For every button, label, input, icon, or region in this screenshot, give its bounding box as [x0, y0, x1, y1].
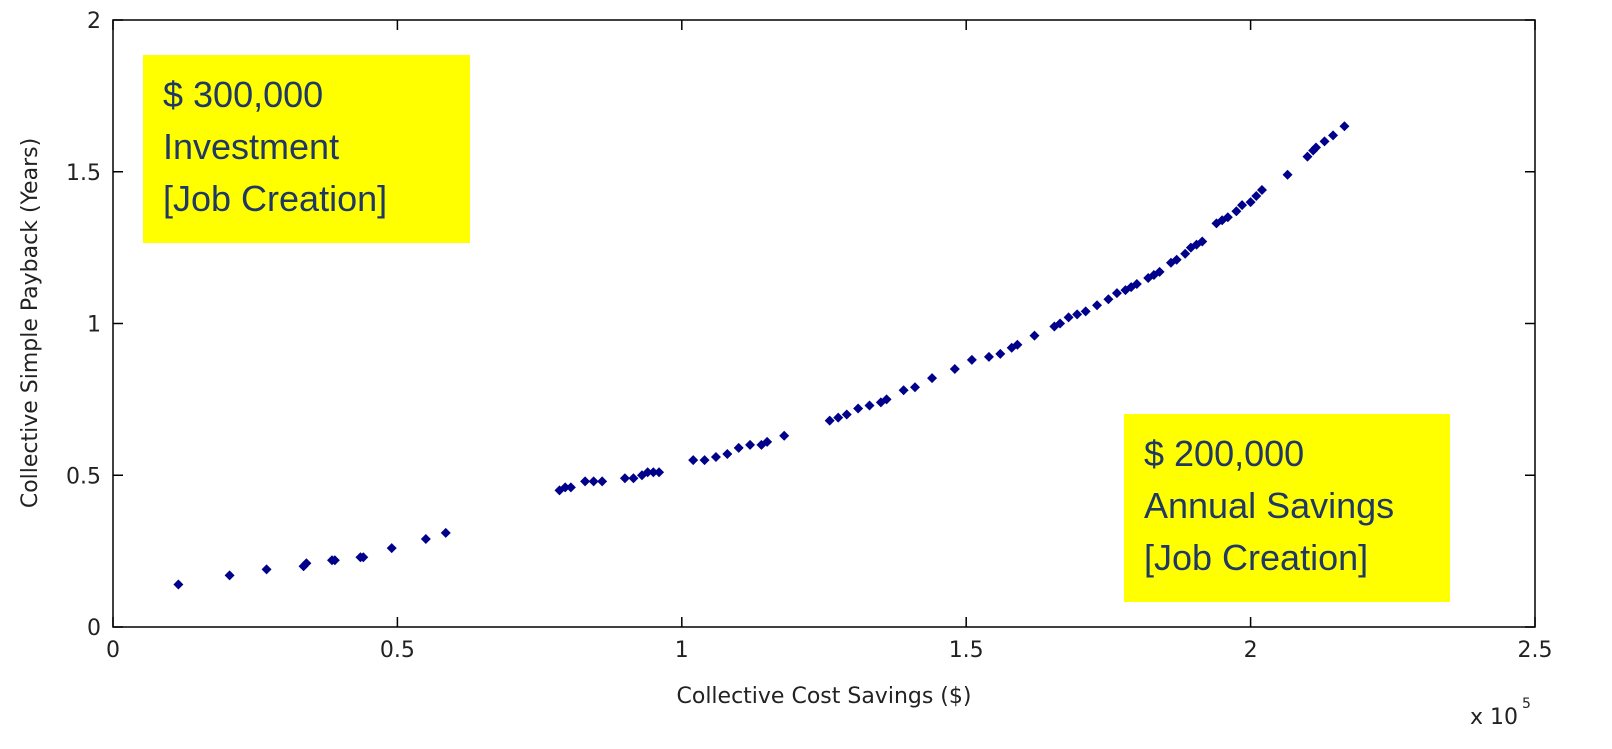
- data-point: [1012, 339, 1023, 350]
- x-tick-label: 1: [675, 638, 689, 663]
- data-point: [1231, 206, 1242, 217]
- x-axis-label: Collective Cost Savings ($): [677, 684, 972, 709]
- data-point: [1245, 197, 1256, 208]
- y-tick-label: 1.5: [66, 161, 101, 186]
- data-point: [358, 552, 369, 563]
- axis-tick-labels: 0 0.5 1 1.5 2 2.5 0 0.5 1 1.5 2: [66, 9, 1553, 663]
- data-point: [1251, 191, 1262, 202]
- data-point: [560, 482, 571, 493]
- data-point: [565, 482, 576, 493]
- x-tick-label: 2: [1244, 638, 1258, 663]
- data-point: [824, 415, 835, 426]
- data-point: [597, 476, 608, 487]
- y-tick-label: 0: [87, 616, 101, 641]
- data-point: [841, 409, 852, 420]
- savings-amount: $ 200,000: [1144, 433, 1305, 474]
- data-point: [619, 473, 630, 484]
- savings-label: Annual Savings: [1144, 485, 1395, 527]
- data-point: [1328, 130, 1339, 141]
- data-point: [864, 400, 875, 411]
- plot-frame: [112, 19, 1536, 628]
- investment-label: Investment: [163, 126, 340, 168]
- data-point: [1197, 236, 1208, 247]
- data-point: [648, 467, 659, 478]
- data-point: [420, 533, 431, 544]
- savings-annotation: $ 200,000 Annual Savings [Job Creation]: [1124, 414, 1450, 602]
- data-point: [1339, 121, 1350, 132]
- data-point: [224, 570, 235, 581]
- data-point: [881, 394, 892, 405]
- data-point: [588, 476, 599, 487]
- data-point: [1237, 200, 1248, 211]
- x-tick-label: 2.5: [1518, 638, 1553, 663]
- x-multiplier-exponent: 5: [1522, 696, 1531, 712]
- x-tick-label: 0.5: [380, 638, 415, 663]
- data-point: [580, 476, 591, 487]
- data-point: [301, 558, 312, 569]
- data-point: [983, 351, 994, 362]
- data-point: [1092, 300, 1103, 311]
- data-point: [386, 543, 397, 554]
- data-point: [745, 439, 756, 450]
- data-point: [995, 348, 1006, 359]
- data-point: [833, 412, 844, 423]
- x-tick-label: 0: [106, 638, 120, 663]
- data-point: [1180, 248, 1191, 259]
- data-point: [853, 403, 864, 414]
- data-point: [173, 579, 184, 590]
- investment-amount: $ 300,000: [163, 74, 324, 115]
- data-point: [1256, 184, 1267, 195]
- data-point: [628, 473, 639, 484]
- data-point: [710, 452, 721, 463]
- data-point: [654, 467, 665, 478]
- data-point: [261, 564, 272, 575]
- data-point: [927, 373, 938, 384]
- data-point: [642, 467, 653, 478]
- data-point: [440, 527, 451, 538]
- data-point: [1171, 254, 1182, 265]
- data-point: [722, 449, 733, 460]
- data-point: [1111, 288, 1122, 299]
- data-point: [699, 455, 710, 466]
- data-point: [1080, 306, 1091, 317]
- data-point: [1154, 266, 1165, 277]
- data-point: [1131, 279, 1142, 290]
- data-point: [779, 430, 790, 441]
- y-tick-label: 1: [87, 313, 101, 338]
- data-point: [329, 555, 340, 566]
- data-point: [1282, 169, 1293, 180]
- data-point: [762, 436, 773, 447]
- data-point: [733, 442, 744, 453]
- investment-annotation: $ 300,000 Investment [Job Creation]: [143, 55, 470, 243]
- y-axis-label: Collective Simple Payback (Years): [18, 138, 43, 508]
- data-point: [1222, 212, 1233, 223]
- data-point: [910, 382, 921, 393]
- data-point: [1302, 151, 1313, 162]
- data-markers: [173, 121, 1350, 590]
- data-point: [966, 354, 977, 365]
- data-point: [1063, 312, 1074, 323]
- data-point: [1311, 142, 1322, 153]
- data-point: [1029, 330, 1040, 341]
- data-point: [1055, 318, 1066, 329]
- y-tick-label: 2: [87, 9, 101, 34]
- data-point: [1103, 294, 1114, 305]
- x-multiplier-label: x 10: [1470, 705, 1518, 730]
- data-point: [949, 364, 960, 375]
- data-point: [1319, 136, 1330, 147]
- investment-tag: [Job Creation]: [163, 178, 388, 220]
- y-tick-label: 0.5: [66, 464, 101, 489]
- data-point: [1072, 309, 1083, 320]
- x-tick-label: 1.5: [949, 638, 984, 663]
- savings-tag: [Job Creation]: [1144, 537, 1369, 579]
- data-point: [688, 455, 699, 466]
- data-point: [898, 385, 909, 396]
